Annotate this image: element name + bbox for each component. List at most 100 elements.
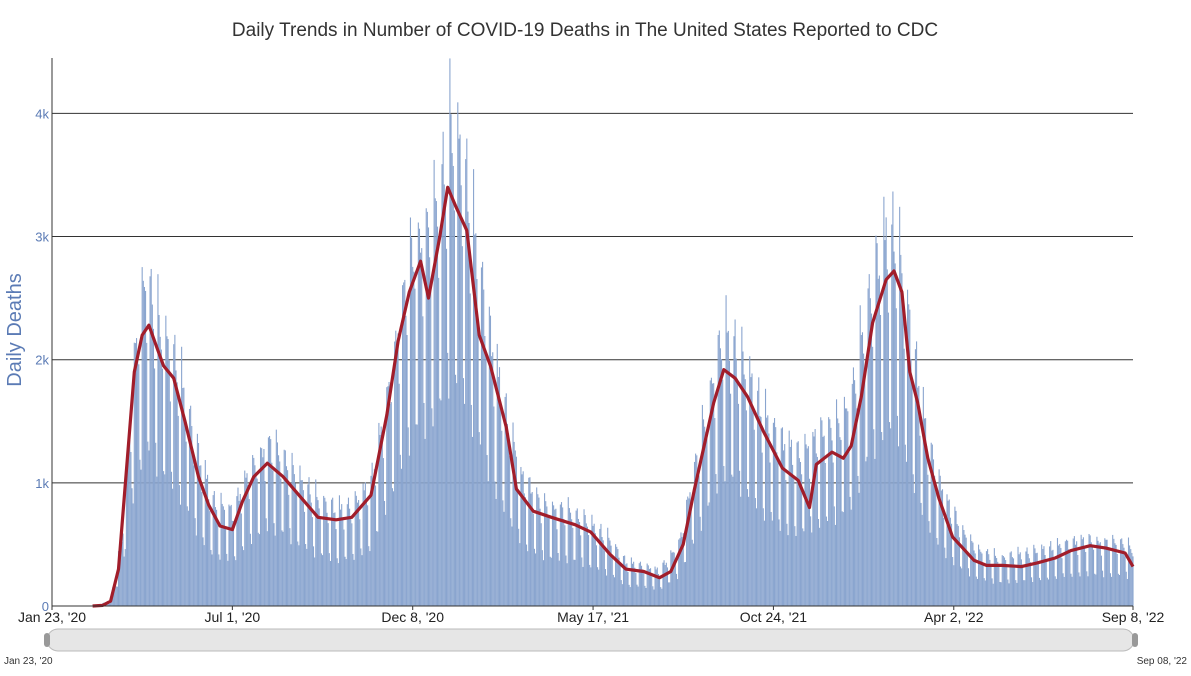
daily-bar — [757, 390, 759, 606]
daily-bar — [1008, 583, 1010, 606]
daily-bar — [963, 530, 965, 606]
daily-bar — [190, 405, 192, 606]
daily-bar — [248, 499, 250, 606]
daily-bar — [952, 557, 954, 606]
daily-bar — [518, 528, 520, 606]
daily-bar — [660, 587, 662, 606]
daily-bar — [918, 385, 920, 606]
daily-bar — [484, 336, 486, 606]
daily-bar — [412, 266, 414, 606]
daily-bar — [406, 335, 408, 606]
axes — [51, 58, 1134, 610]
range-slider-track[interactable] — [46, 628, 1135, 652]
daily-bar — [1028, 558, 1030, 606]
daily-bar — [833, 506, 835, 606]
daily-bar — [842, 512, 844, 606]
daily-bar — [982, 563, 984, 606]
daily-bar — [598, 569, 600, 606]
daily-bar — [148, 450, 150, 606]
daily-bar — [718, 330, 720, 606]
daily-bar — [697, 467, 699, 606]
daily-bar — [370, 475, 372, 606]
daily-bar — [397, 333, 399, 606]
daily-bar — [886, 269, 888, 606]
daily-bar — [291, 452, 293, 606]
daily-bar — [211, 554, 213, 606]
daily-bar — [704, 426, 706, 606]
daily-bar — [698, 475, 700, 606]
daily-bar — [763, 520, 765, 606]
daily-bar — [797, 441, 799, 606]
daily-bar — [928, 521, 930, 606]
daily-bar — [448, 398, 450, 606]
daily-bar — [652, 586, 654, 606]
daily-bar — [219, 559, 221, 606]
daily-bar — [728, 360, 731, 606]
daily-bar — [734, 319, 736, 606]
daily-bar — [1072, 538, 1074, 606]
daily-bar — [609, 540, 611, 606]
daily-bar — [575, 510, 577, 606]
daily-bar — [777, 459, 779, 606]
daily-bar — [298, 545, 300, 606]
daily-bar — [852, 367, 855, 606]
daily-bar — [478, 432, 480, 606]
daily-bar — [895, 308, 897, 606]
daily-bar — [668, 582, 670, 606]
daily-bar — [917, 387, 919, 606]
daily-bar — [555, 508, 557, 606]
daily-bar — [907, 289, 909, 606]
daily-bar — [877, 278, 879, 606]
daily-bar — [1096, 536, 1098, 606]
daily-bar — [974, 553, 976, 606]
daily-bar — [893, 251, 895, 606]
daily-bar — [726, 332, 728, 606]
range-handle-right[interactable] — [1132, 633, 1138, 647]
daily-bar — [414, 288, 416, 606]
range-handle-left[interactable] — [44, 633, 50, 647]
daily-bar — [984, 580, 986, 606]
daily-bar — [382, 458, 384, 606]
daily-bar — [119, 546, 121, 606]
daily-bar — [923, 418, 926, 606]
daily-bar — [591, 514, 593, 606]
daily-bar — [971, 541, 973, 606]
daily-bar — [480, 267, 483, 606]
daily-bar — [531, 492, 533, 606]
daily-bar — [345, 559, 347, 606]
daily-bar — [374, 485, 377, 606]
daily-bar — [1104, 538, 1106, 606]
daily-bar — [711, 383, 714, 606]
daily-bar — [1060, 547, 1062, 606]
x-tick-label: Dec 8, '20 — [381, 609, 444, 625]
daily-bar — [246, 473, 248, 606]
daily-bar — [690, 510, 692, 606]
daily-bar — [972, 542, 974, 606]
daily-bar — [493, 406, 495, 606]
daily-bar — [535, 553, 537, 606]
daily-bar — [429, 257, 431, 606]
daily-bar — [1112, 534, 1114, 606]
daily-bar — [310, 502, 312, 606]
daily-bar — [1059, 544, 1061, 606]
daily-bar — [204, 460, 206, 606]
daily-bar — [727, 330, 729, 606]
range-slider[interactable]: Jan 23, '20 Sep 08, '22 — [4, 628, 1187, 667]
daily-bar — [377, 531, 379, 606]
daily-bar — [330, 499, 333, 606]
daily-bar — [1043, 546, 1045, 606]
daily-bar — [1123, 547, 1125, 606]
daily-bar — [453, 210, 455, 606]
daily-bar — [949, 517, 951, 606]
daily-bar — [449, 58, 451, 606]
daily-bar — [890, 428, 892, 606]
daily-bar — [146, 342, 148, 606]
daily-bar — [380, 426, 382, 606]
daily-bar — [528, 477, 530, 606]
daily-bar — [603, 550, 605, 606]
daily-bar — [1035, 553, 1037, 606]
daily-bar — [367, 505, 369, 606]
daily-bar — [564, 525, 566, 606]
daily-bar — [547, 515, 549, 606]
daily-bar — [780, 428, 782, 606]
